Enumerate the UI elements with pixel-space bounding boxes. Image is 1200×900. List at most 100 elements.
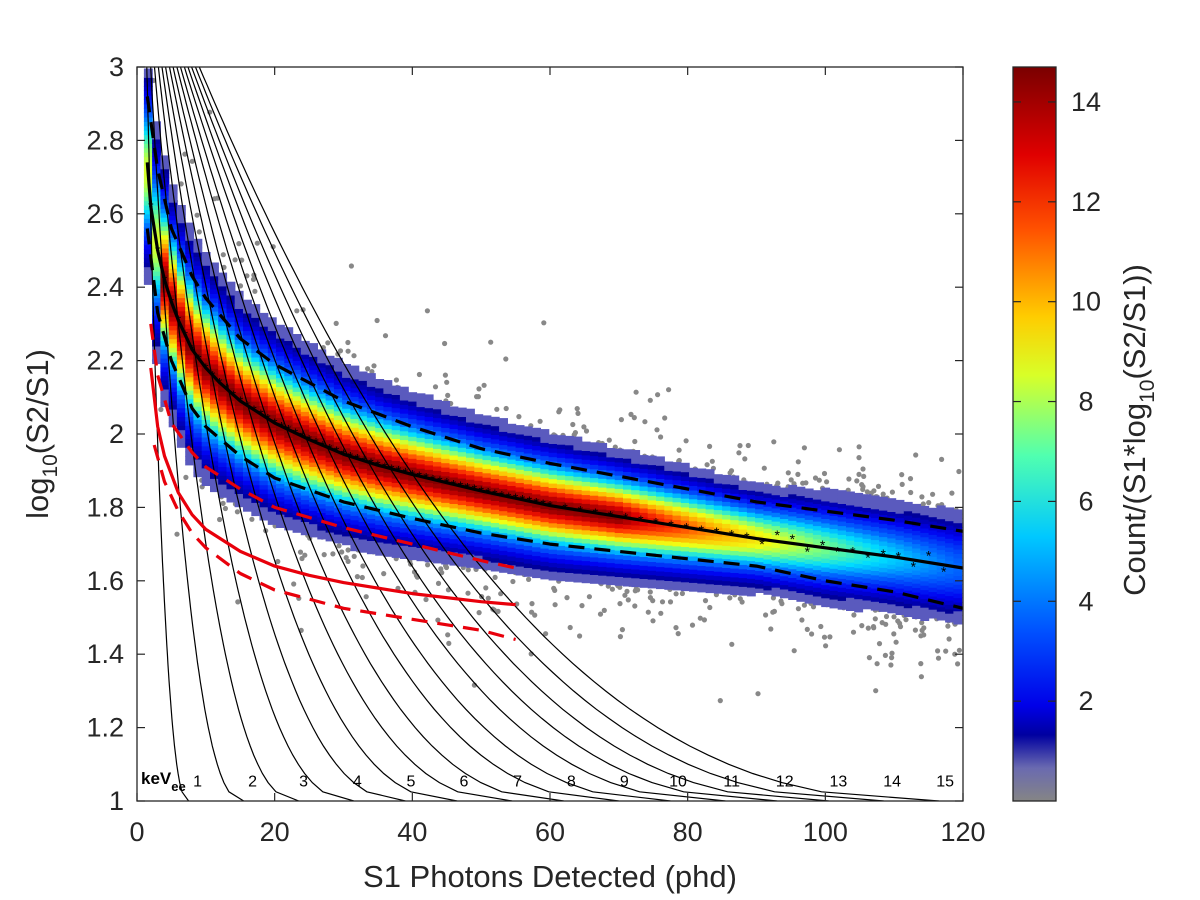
density-cell <box>581 454 591 460</box>
density-cell <box>540 481 550 487</box>
density-cell <box>581 516 591 522</box>
density-cell <box>433 483 442 489</box>
density-cell <box>499 418 508 424</box>
density-cell <box>532 449 541 455</box>
density-cell <box>623 541 632 547</box>
density-cell <box>689 529 698 535</box>
density-cell <box>507 511 517 517</box>
density-cell <box>408 484 418 490</box>
density-cell <box>457 517 467 523</box>
density-cell <box>267 348 277 354</box>
density-cell <box>284 490 294 496</box>
density-cell <box>515 513 525 519</box>
density-cell <box>201 436 211 442</box>
density-cell <box>276 360 285 365</box>
density-cell <box>589 512 599 518</box>
density-cell <box>490 500 500 506</box>
density-cell <box>251 321 261 327</box>
density-cell <box>267 326 277 332</box>
density-cell <box>160 362 170 368</box>
density-cell <box>251 387 261 393</box>
density-cell <box>201 397 211 403</box>
density-cell <box>614 501 624 507</box>
density-cell <box>193 401 203 407</box>
density-cell <box>623 572 632 578</box>
scatter-point <box>908 489 914 496</box>
density-cell <box>689 555 698 561</box>
density-cell <box>251 502 261 508</box>
density-cell <box>581 459 591 465</box>
density-cell <box>300 354 310 360</box>
density-cell <box>300 481 310 487</box>
density-cell <box>556 536 566 542</box>
density-cell <box>325 399 335 405</box>
density-cell <box>358 402 368 408</box>
density-cell <box>309 484 318 489</box>
density-cell <box>267 365 277 371</box>
scatter-point <box>217 516 223 523</box>
density-cell <box>614 475 624 481</box>
density-cell <box>333 388 343 394</box>
density-cell <box>614 580 624 586</box>
density-cell <box>680 506 690 512</box>
density-cell <box>267 330 277 336</box>
density-cell <box>234 321 244 327</box>
density-cell <box>589 517 599 523</box>
density-cell <box>284 454 294 460</box>
density-cell <box>160 349 170 355</box>
density-cell <box>474 418 484 424</box>
scatter-point <box>601 607 607 614</box>
density-cell <box>160 190 170 196</box>
density-cell <box>499 457 508 463</box>
scatter-point <box>658 434 664 440</box>
scatter-point <box>365 366 371 372</box>
density-cell <box>383 406 393 412</box>
density-cell <box>680 493 690 499</box>
density-cell <box>548 531 558 537</box>
density-cell <box>408 396 418 402</box>
density-cell <box>589 552 599 558</box>
density-cell <box>424 500 434 506</box>
density-cell <box>243 423 252 428</box>
density-cell <box>243 356 252 362</box>
density-cell <box>259 497 269 503</box>
density-cell <box>614 497 624 503</box>
density-cell <box>317 503 327 509</box>
density-cell <box>565 457 574 463</box>
scatter-point <box>821 634 828 640</box>
density-cell <box>540 534 550 540</box>
density-cell <box>548 474 558 480</box>
density-cell <box>515 570 525 576</box>
density-cell <box>565 466 574 472</box>
density-cell <box>342 403 351 409</box>
density-cell <box>350 475 360 481</box>
density-cell <box>309 444 318 450</box>
density-cell <box>482 516 492 522</box>
scatter-point <box>345 348 351 354</box>
density-cell <box>490 487 500 493</box>
density-cell <box>466 549 475 555</box>
density-cell <box>176 218 186 224</box>
density-cell <box>540 433 550 439</box>
density-cell <box>259 493 269 499</box>
density-cell <box>366 439 376 445</box>
density-cell <box>639 485 649 491</box>
density-cell <box>664 580 674 586</box>
density-cell <box>689 560 698 566</box>
density-cell <box>573 458 583 464</box>
density-cell <box>713 527 723 533</box>
density-cell <box>424 513 434 519</box>
density-cell <box>383 380 393 386</box>
density-cell <box>416 490 426 496</box>
density-cell <box>523 510 533 516</box>
density-cell <box>160 159 170 165</box>
scatter-point <box>918 633 924 639</box>
density-cell <box>556 496 566 502</box>
density-cell <box>507 441 517 447</box>
density-cell <box>408 392 418 398</box>
density-cell <box>680 489 690 495</box>
density-cell <box>201 454 211 460</box>
density-cell <box>399 501 409 507</box>
density-cell <box>457 438 467 444</box>
density-cell <box>243 392 252 398</box>
